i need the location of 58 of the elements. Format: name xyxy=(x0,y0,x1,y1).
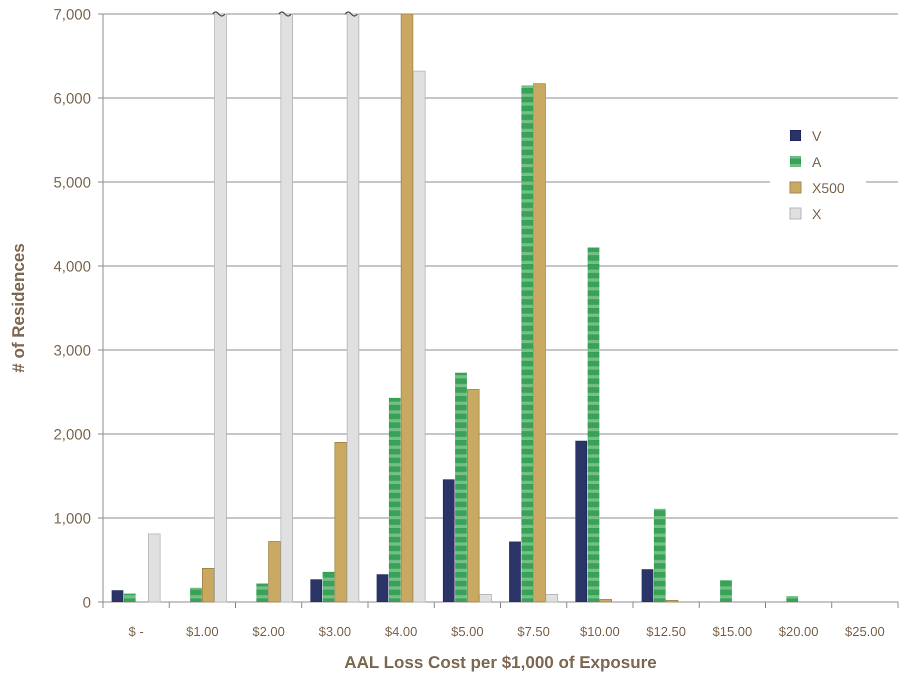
bar xyxy=(442,479,455,602)
y-tick-label: 4,000 xyxy=(53,258,91,276)
bar xyxy=(642,569,654,602)
bar xyxy=(322,572,334,602)
legend-label: A xyxy=(812,154,822,170)
legend-label: V xyxy=(812,128,822,144)
y-tick-label: 1,000 xyxy=(53,510,91,528)
y-tick-label: 7,000 xyxy=(53,6,91,24)
bar xyxy=(190,588,202,602)
x-tick-label: $ - xyxy=(128,624,144,639)
x-tick-label: $25.00 xyxy=(844,624,885,639)
bar xyxy=(388,398,401,602)
legend-label: X500 xyxy=(812,180,845,196)
bar xyxy=(575,440,588,602)
bar xyxy=(310,579,322,602)
bar xyxy=(334,442,348,602)
bar xyxy=(786,596,798,602)
y-tick-label: 3,000 xyxy=(53,342,91,360)
x-tick-label: $2.00 xyxy=(252,624,285,639)
bar xyxy=(214,14,227,602)
bar xyxy=(280,14,294,602)
x-tick-label: $4.00 xyxy=(384,624,418,639)
bar xyxy=(455,372,467,602)
bar xyxy=(148,534,161,602)
y-tick-label: 2,000 xyxy=(53,426,91,444)
y-tick-label: 6,000 xyxy=(53,90,91,108)
x-axis-title: AAL Loss Cost per $1,000 of Exposure xyxy=(344,653,657,672)
bar xyxy=(533,83,546,602)
bar xyxy=(256,584,268,602)
bar xyxy=(202,568,215,602)
x-tick-label: $20.00 xyxy=(778,624,819,639)
bar xyxy=(720,580,732,602)
x-tick-label: $15.00 xyxy=(712,624,752,639)
x-tick-label: $10.00 xyxy=(580,624,620,639)
y-axis-title: # of Residences xyxy=(9,243,28,373)
bar xyxy=(479,594,492,602)
bar xyxy=(112,590,124,602)
bar xyxy=(599,599,612,602)
bar xyxy=(545,594,558,602)
bar xyxy=(412,70,426,602)
bar xyxy=(376,574,388,602)
bar xyxy=(509,542,521,602)
legend-label: X xyxy=(812,206,822,222)
bar xyxy=(466,389,480,602)
bar xyxy=(654,508,666,602)
bar xyxy=(400,14,414,602)
bar xyxy=(124,594,136,602)
x-tick-label: $12.50 xyxy=(646,624,686,639)
x-tick-label: $1.00 xyxy=(186,624,219,639)
y-tick-label: 5,000 xyxy=(53,174,91,192)
x-tick-label: $3.00 xyxy=(318,624,352,639)
x-tick-label: $7.50 xyxy=(517,624,550,639)
bar xyxy=(268,541,281,602)
y-tick-label: 0 xyxy=(82,594,91,612)
bar xyxy=(588,248,600,602)
x-tick-label: $5.00 xyxy=(451,624,484,639)
bar xyxy=(346,14,360,602)
bar xyxy=(521,85,534,602)
